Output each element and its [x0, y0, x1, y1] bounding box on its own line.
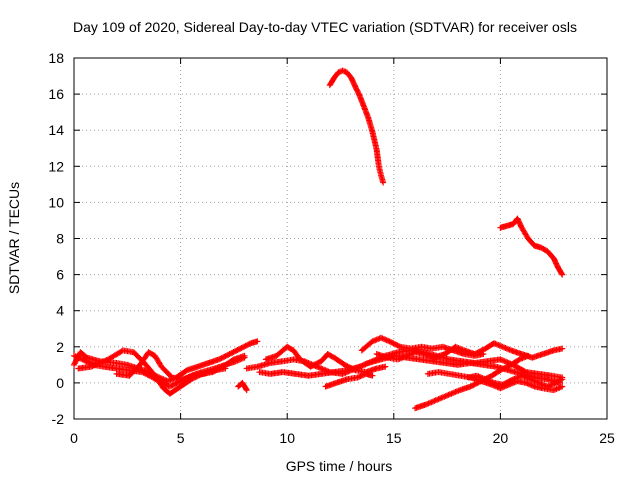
- y-tick-label: 12: [48, 158, 64, 174]
- series-arc-c: [75, 347, 248, 397]
- series-arc-i: [322, 370, 376, 390]
- series-arc-k: [373, 340, 566, 363]
- y-tick-label: 4: [56, 303, 64, 319]
- y-tick-label: 10: [48, 194, 64, 210]
- data-markers: [113, 349, 229, 383]
- data-markers: [465, 372, 566, 390]
- x-tick-label: 0: [70, 430, 78, 446]
- data-markers: [235, 379, 250, 394]
- y-tick-label: -2: [52, 411, 65, 427]
- x-axis-label: GPS time / hours: [286, 458, 393, 474]
- series-arc-n: [465, 372, 566, 390]
- series-arc-d: [113, 349, 229, 383]
- y-tick-label: 16: [48, 86, 64, 102]
- chart-title: Day 109 of 2020, Sidereal Day-to-day VTE…: [73, 19, 577, 35]
- x-tick-label: 5: [177, 430, 185, 446]
- x-tick-label: 20: [493, 430, 509, 446]
- series-arc-e: [235, 379, 250, 394]
- data-markers: [75, 347, 248, 397]
- y-tick-label: 8: [56, 231, 64, 247]
- data-markers: [322, 370, 376, 390]
- y-axis-label: SDTVAR / TECUs: [6, 182, 22, 294]
- y-tick-label: 2: [56, 339, 64, 355]
- data-markers: [262, 343, 389, 376]
- series-arc-h: [262, 343, 389, 376]
- tick-layer: 0 5 10 15 20 25 -2 0 2 4 6 8 10 12 14 16 18: [48, 50, 615, 446]
- y-tick-label: 0: [56, 375, 64, 391]
- data-layer: [71, 67, 566, 412]
- y-tick-label: 14: [48, 122, 64, 138]
- x-tick-label: 10: [279, 430, 295, 446]
- series-arc-p: [497, 215, 566, 278]
- y-tick-label: 6: [56, 267, 64, 283]
- data-markers: [373, 340, 566, 363]
- series-arc-o: [326, 67, 387, 186]
- data-markers: [497, 215, 566, 278]
- x-tick-label: 15: [386, 430, 402, 446]
- y-tick-label: 18: [48, 50, 64, 66]
- x-tick-label: 25: [599, 430, 615, 446]
- data-markers: [326, 67, 387, 186]
